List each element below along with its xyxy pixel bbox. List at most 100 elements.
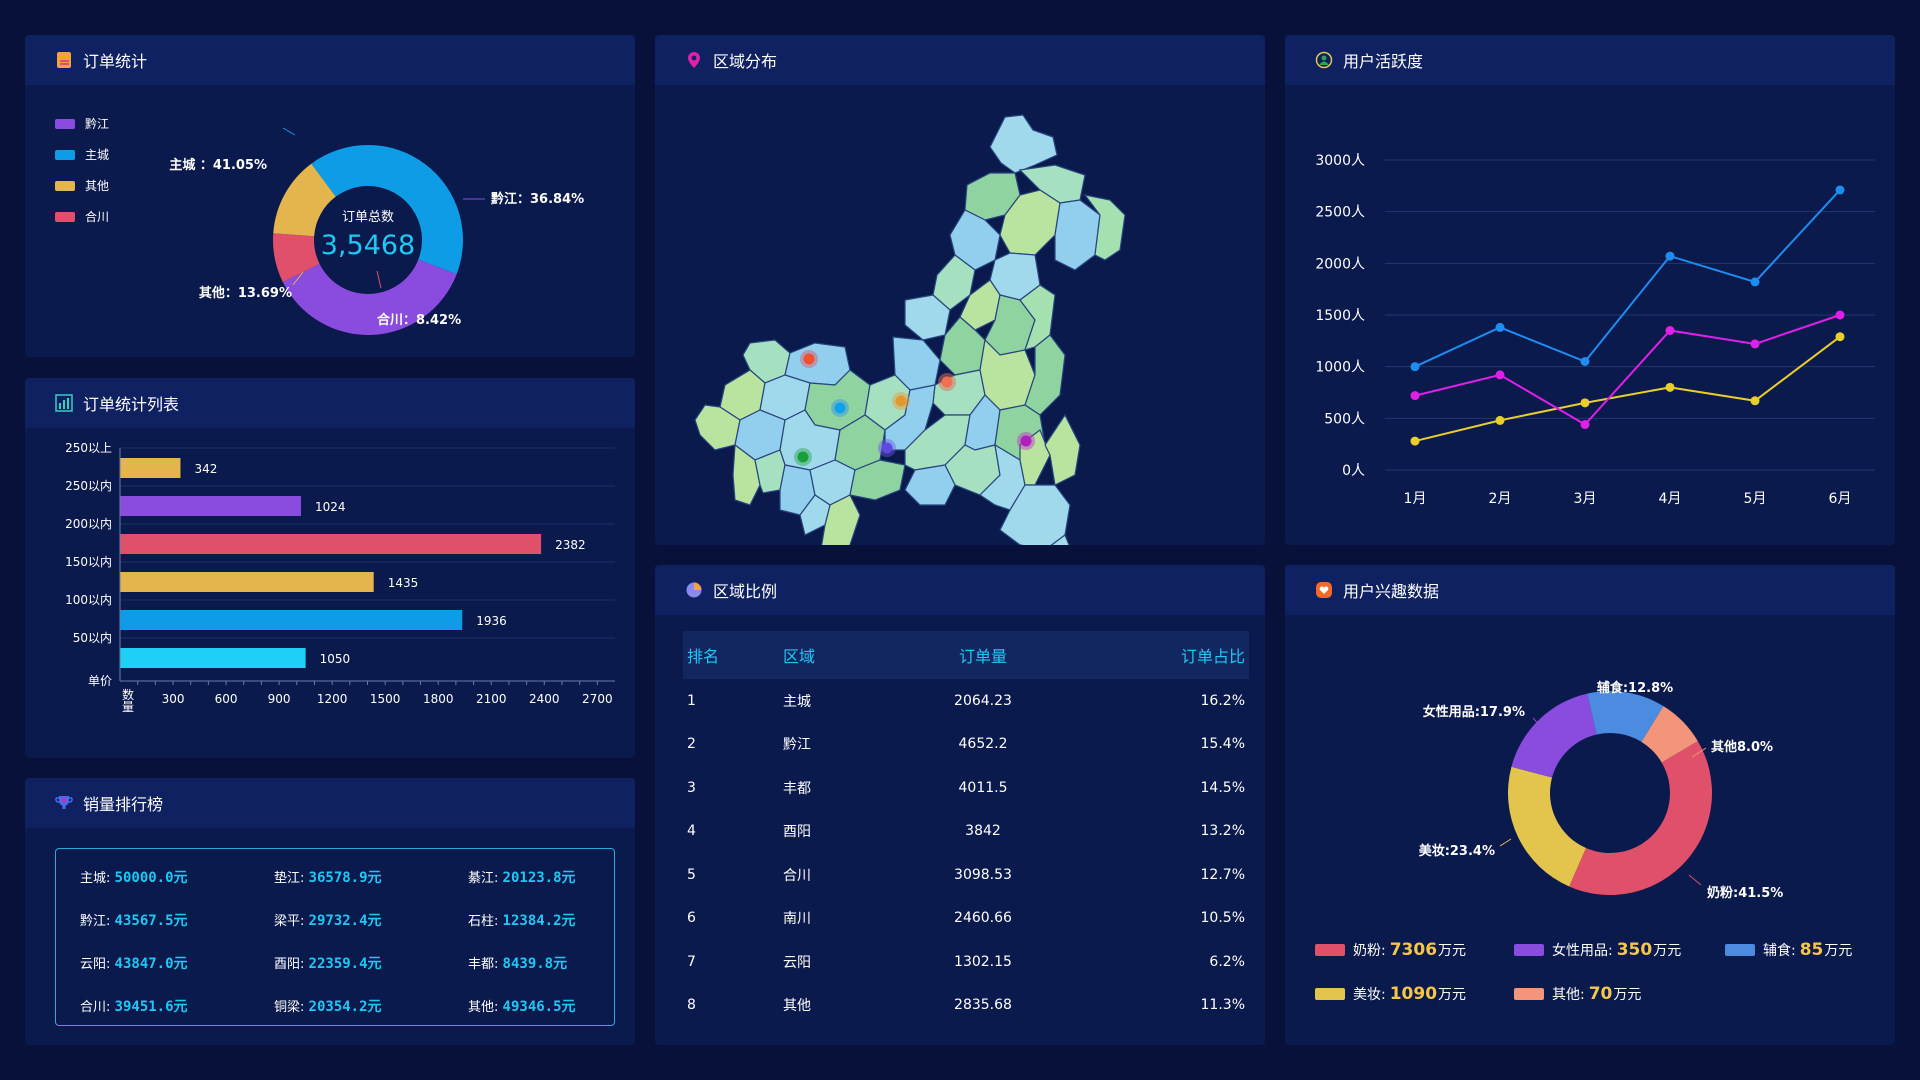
order-bar[interactable] <box>120 572 374 592</box>
table-row[interactable]: 8 其他 2835.68 11.3% <box>683 984 1249 1028</box>
interest-legend-item[interactable]: 美妆: 1090 万元 <box>1315 984 1466 1004</box>
table-header-cell[interactable]: 订单占比 <box>1180 647 1245 666</box>
ranking-item[interactable]: 垫江: 36578.9元 <box>274 867 382 887</box>
table-cell[interactable]: 其他 <box>783 998 811 1015</box>
map-region[interactable] <box>989 114 1058 174</box>
table-row[interactable]: 2 黔江 4652.2 15.4% <box>683 723 1249 767</box>
line-point[interactable] <box>1835 310 1845 320</box>
map-marker[interactable] <box>892 392 910 410</box>
table-cell: 5 <box>687 866 696 883</box>
ranking-item[interactable]: 其他: 49346.5元 <box>468 996 576 1016</box>
line-point[interactable] <box>1410 391 1420 401</box>
line-series[interactable] <box>1414 335 1841 443</box>
map-region[interactable] <box>694 404 741 451</box>
ranking-item[interactable]: 主城: 50000.0元 <box>80 867 188 887</box>
interest-donut-slice[interactable] <box>1511 693 1597 778</box>
interest-legend-item[interactable]: 其他: 70 万元 <box>1514 984 1641 1004</box>
map-marker[interactable] <box>878 439 896 457</box>
interest-legend-item[interactable]: 女性用品: 350 万元 <box>1514 940 1681 960</box>
table-cell[interactable]: 云阳 <box>783 954 811 971</box>
map-region[interactable] <box>799 494 831 536</box>
table-cell[interactable]: 黔江 <box>783 737 811 754</box>
order-donut-slice[interactable] <box>282 259 457 335</box>
map-region[interactable] <box>1083 194 1126 261</box>
region-map[interactable] <box>655 85 1265 545</box>
order-legend-item[interactable]: 主城 <box>55 146 109 163</box>
line-point[interactable] <box>1750 396 1760 406</box>
interest-donut-slice[interactable] <box>1587 691 1664 742</box>
ranking-value: 20354.2元 <box>308 999 382 1015</box>
order-legend-item[interactable]: 黔江 <box>55 115 109 132</box>
order-bar[interactable] <box>120 458 181 478</box>
order-bar[interactable] <box>120 648 306 668</box>
interest-donut-slice[interactable] <box>1641 706 1698 763</box>
map-region[interactable] <box>1024 334 1066 416</box>
interest-donut-slice[interactable] <box>1569 741 1712 895</box>
ranking-item[interactable]: 石柱: 12384.2元 <box>468 910 576 930</box>
line-point[interactable] <box>1495 322 1505 332</box>
line-series[interactable] <box>1414 189 1841 368</box>
table-row[interactable]: 4 酉阳 3842 13.2% <box>683 810 1249 854</box>
line-point[interactable] <box>1495 370 1505 380</box>
line-point[interactable] <box>1410 436 1420 446</box>
table-row[interactable]: 7 云阳 1302.15 6.2% <box>683 940 1249 984</box>
map-marker[interactable] <box>831 399 849 417</box>
map-marker[interactable] <box>938 373 956 391</box>
line-point[interactable] <box>1835 332 1845 342</box>
ranking-item[interactable]: 綦江: 20123.8元 <box>468 867 576 887</box>
line-point[interactable] <box>1750 339 1760 349</box>
line-point[interactable] <box>1750 277 1760 287</box>
line-point[interactable] <box>1495 415 1505 425</box>
map-region[interactable] <box>1019 534 1075 545</box>
map-marker[interactable] <box>794 448 812 466</box>
table-row[interactable]: 6 南川 2460.66 10.5% <box>683 897 1249 941</box>
table-cell[interactable]: 合川 <box>783 867 811 884</box>
order-legend-item[interactable]: 合川 <box>55 208 109 225</box>
map-region[interactable] <box>1054 199 1101 271</box>
map-region[interactable] <box>964 172 1021 221</box>
ranking-item[interactable]: 丰都: 8439.8元 <box>468 953 567 973</box>
table-cell[interactable]: 丰都 <box>783 780 811 797</box>
table-cell[interactable]: 酉阳 <box>783 824 811 841</box>
ranking-item[interactable]: 云阳: 43847.0元 <box>80 953 188 973</box>
interest-donut-slice[interactable] <box>1508 766 1586 887</box>
map-region[interactable] <box>904 464 956 506</box>
line-point[interactable] <box>1580 357 1590 366</box>
ranking-item[interactable]: 黔江: 43567.5元 <box>80 910 188 930</box>
table-header-cell[interactable]: 订单量 <box>958 647 1007 666</box>
ranking-item[interactable]: 合川: 39451.6元 <box>80 996 188 1016</box>
order-donut-slice[interactable] <box>273 163 336 237</box>
ranking-item[interactable]: 酉阳: 22359.4元 <box>274 953 382 973</box>
line-point[interactable] <box>1665 326 1675 335</box>
interest-legend-item[interactable]: 辅食: 85 万元 <box>1725 940 1852 960</box>
table-row[interactable]: 5 合川 3098.53 12.7% <box>683 853 1249 897</box>
order-bar[interactable] <box>120 610 463 630</box>
line-point[interactable] <box>1835 185 1845 195</box>
line-point[interactable] <box>1665 382 1675 392</box>
interest-title: 用户兴趣数据 <box>1343 582 1440 601</box>
line-series[interactable] <box>1414 314 1841 426</box>
interest-legend-item[interactable]: 奶粉: 7306 万元 <box>1315 940 1466 960</box>
line-point[interactable] <box>1665 251 1675 261</box>
order-legend-item[interactable]: 其他 <box>55 177 109 194</box>
line-point[interactable] <box>1410 362 1420 372</box>
map-region[interactable] <box>949 209 1001 271</box>
order-donut-slice[interactable] <box>311 145 464 275</box>
order-bar[interactable] <box>120 534 542 554</box>
ranking-item[interactable]: 铜梁: 20354.2元 <box>274 996 382 1016</box>
table-row[interactable]: 3 丰都 4011.5 14.5% <box>683 766 1249 810</box>
map-marker[interactable] <box>800 350 818 368</box>
map-marker[interactable] <box>1017 432 1035 450</box>
table-header-cell[interactable]: 排名 <box>687 647 720 666</box>
table-cell[interactable]: 主城 <box>783 693 811 710</box>
line-point[interactable] <box>1580 420 1590 430</box>
ranking-item[interactable]: 梁平: 29732.4元 <box>274 910 382 930</box>
map-region[interactable] <box>1044 413 1081 486</box>
table-cell[interactable]: 南川 <box>783 911 811 928</box>
table-header-cell[interactable]: 区域 <box>783 647 816 666</box>
map-region[interactable] <box>820 494 861 545</box>
order-bar[interactable] <box>120 496 302 516</box>
order-donut-slice[interactable] <box>273 233 320 283</box>
table-row[interactable]: 1 主城 2064.23 16.2% <box>683 679 1249 723</box>
line-point[interactable] <box>1580 398 1590 408</box>
